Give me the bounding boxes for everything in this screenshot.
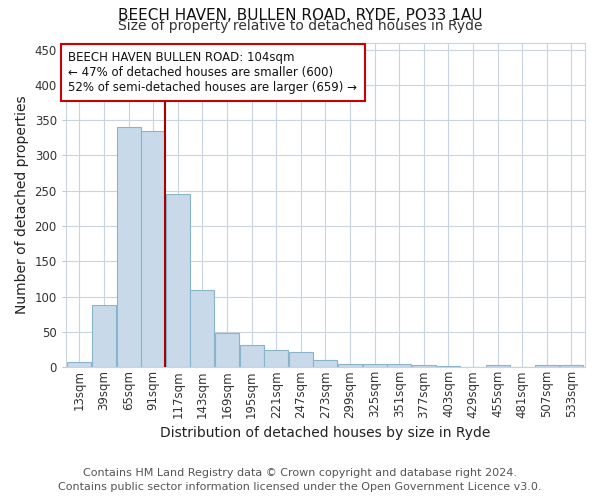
Bar	[239, 344, 263, 368]
Bar	[535, 365, 559, 368]
Bar	[67, 362, 91, 368]
Bar	[486, 365, 509, 368]
Bar	[264, 350, 288, 368]
X-axis label: Distribution of detached houses by size in Ryde: Distribution of detached houses by size …	[160, 426, 491, 440]
Bar	[362, 364, 386, 368]
Bar	[166, 194, 190, 368]
Bar	[215, 332, 239, 368]
Bar	[437, 366, 460, 368]
Bar	[560, 365, 583, 368]
Bar	[92, 305, 116, 368]
Bar	[289, 352, 313, 368]
Bar	[313, 360, 337, 368]
Text: Size of property relative to detached houses in Ryde: Size of property relative to detached ho…	[118, 19, 482, 33]
Bar	[116, 126, 140, 368]
Bar	[387, 364, 411, 368]
Y-axis label: Number of detached properties: Number of detached properties	[15, 96, 29, 314]
Bar	[141, 131, 165, 368]
Bar	[412, 365, 436, 368]
Text: BEECH HAVEN BULLEN ROAD: 104sqm
← 47% of detached houses are smaller (600)
52% o: BEECH HAVEN BULLEN ROAD: 104sqm ← 47% of…	[68, 50, 358, 94]
Text: Contains HM Land Registry data © Crown copyright and database right 2024.
Contai: Contains HM Land Registry data © Crown c…	[58, 468, 542, 492]
Bar	[338, 364, 362, 368]
Text: BEECH HAVEN, BULLEN ROAD, RYDE, PO33 1AU: BEECH HAVEN, BULLEN ROAD, RYDE, PO33 1AU	[118, 8, 482, 22]
Bar	[190, 290, 214, 368]
